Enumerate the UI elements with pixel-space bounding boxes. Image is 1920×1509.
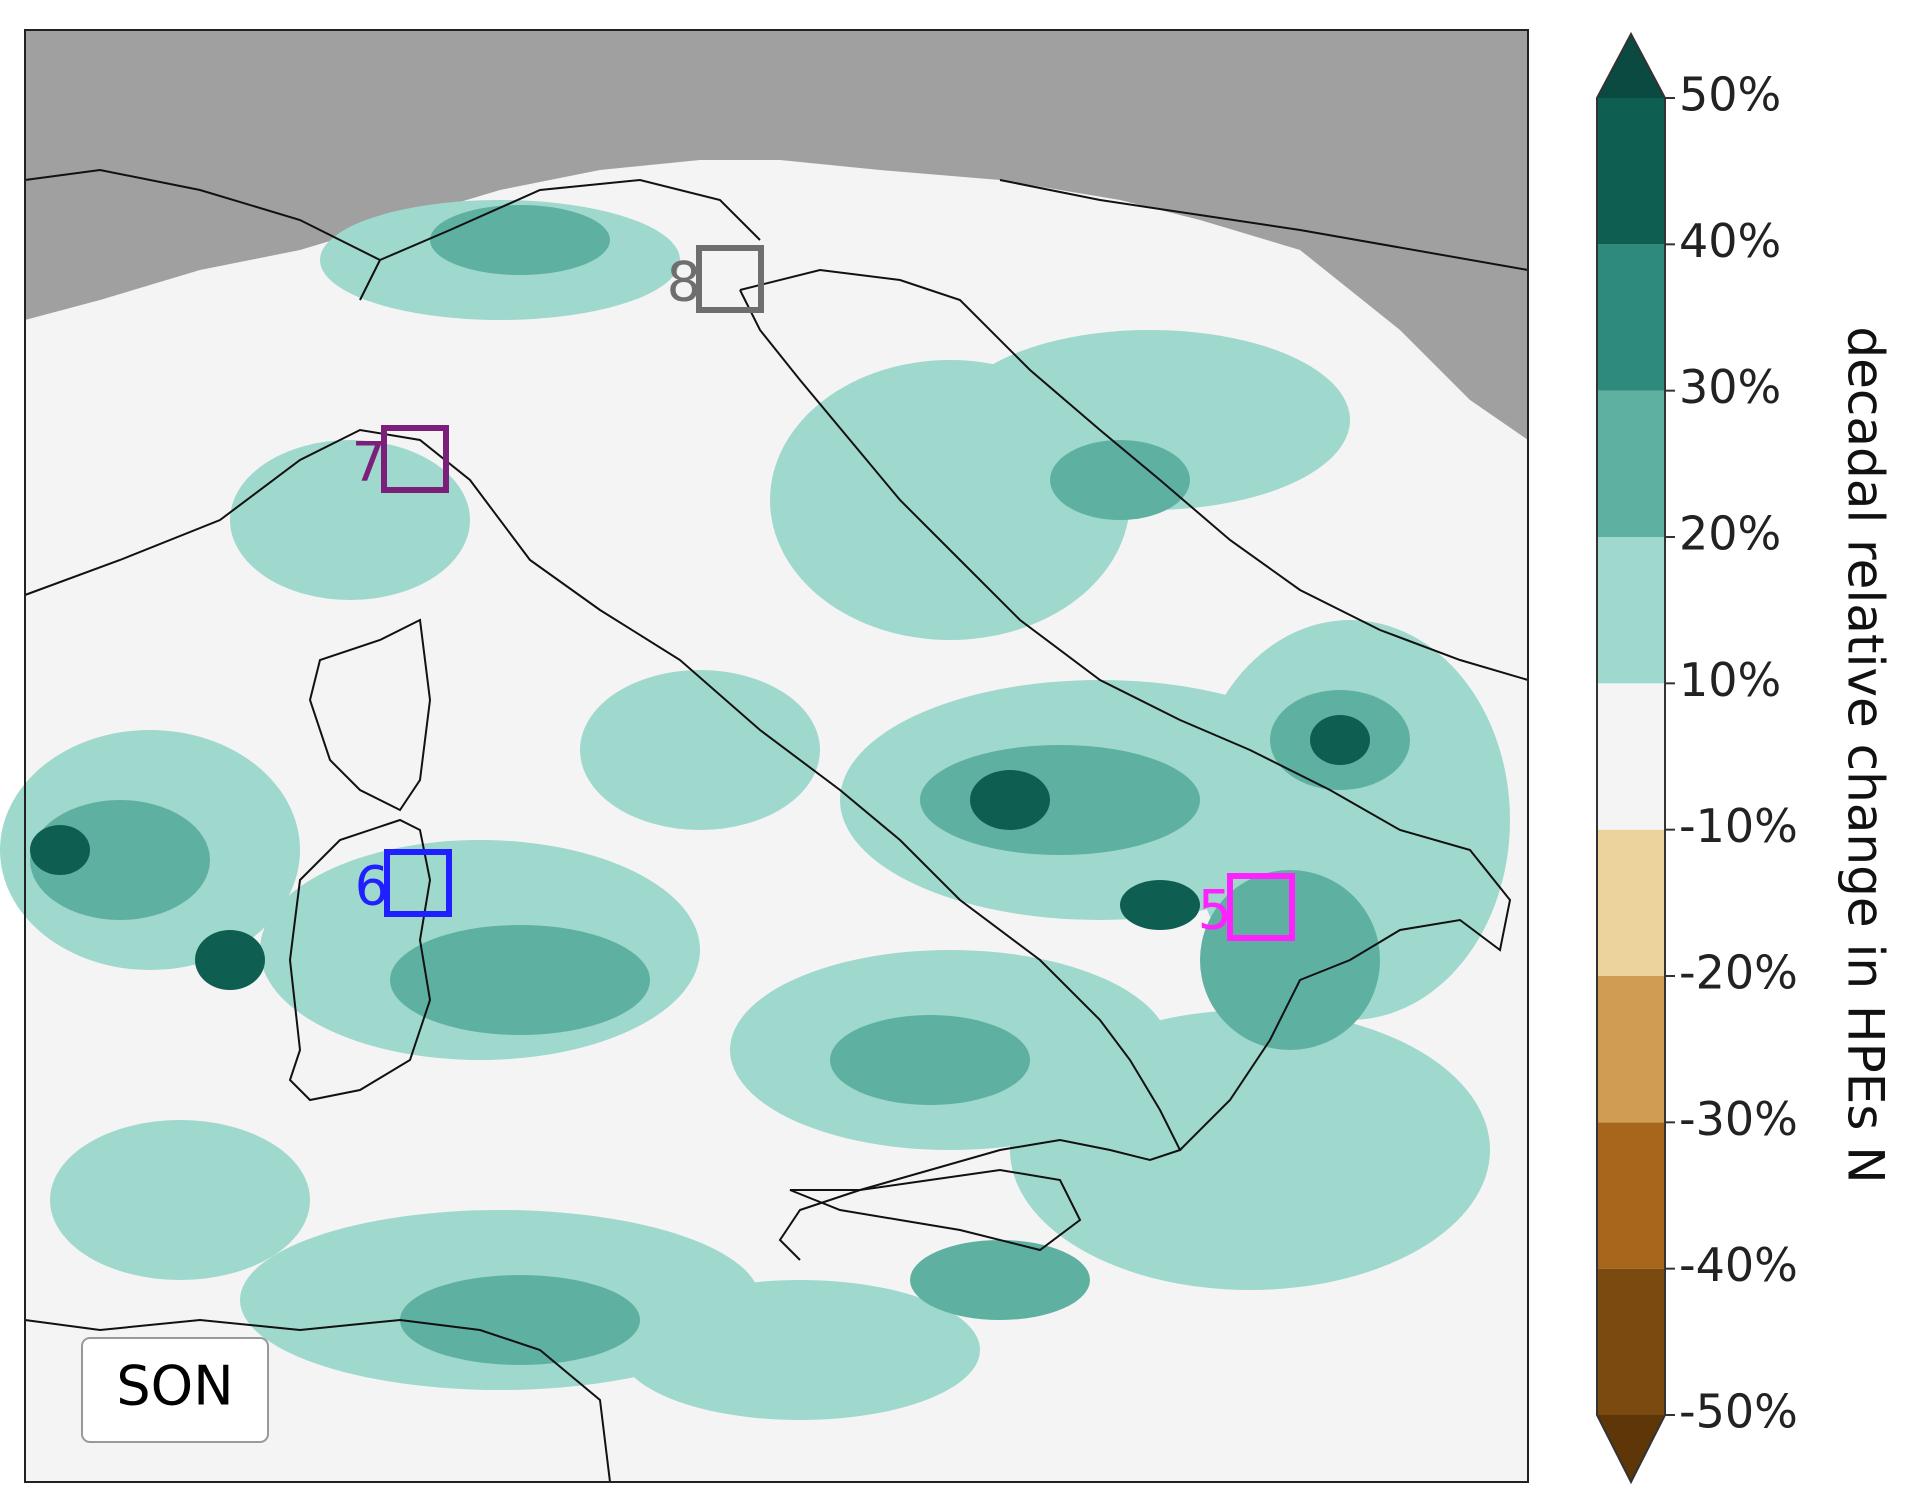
colorbar-tick-label: -20% bbox=[1679, 946, 1798, 1000]
colorbar-bin bbox=[1597, 1268, 1665, 1415]
coastlines bbox=[24, 168, 1529, 1483]
land-mask bbox=[25, 30, 1528, 440]
colorbar-tick-label: 50% bbox=[1679, 68, 1781, 122]
season-label: SON bbox=[116, 1355, 233, 1418]
colorbar-tick-label: -50% bbox=[1679, 1385, 1798, 1439]
season-box bbox=[81, 1337, 269, 1443]
colorbar-bin bbox=[1597, 98, 1665, 245]
colorbar-tick-label: -10% bbox=[1679, 799, 1798, 853]
field-mid bbox=[30, 205, 1410, 1365]
colorbar-tick-label: 30% bbox=[1679, 360, 1781, 414]
region-label: 6 bbox=[355, 855, 389, 918]
regions: 8 7 6 5 bbox=[352, 245, 1295, 942]
colorbar-bin bbox=[1597, 976, 1665, 1123]
region-label: 7 bbox=[352, 431, 386, 494]
map-frame bbox=[24, 29, 1529, 1483]
colorbar-tick-label: 10% bbox=[1679, 653, 1781, 707]
colorbar-extend-over bbox=[1597, 34, 1665, 98]
region-label: 5 bbox=[1198, 879, 1232, 942]
region-box bbox=[381, 425, 449, 493]
colorbar-bin bbox=[1597, 244, 1665, 391]
map: 8 7 6 5 SON bbox=[0, 29, 1529, 1483]
colorbar-tick-label: 40% bbox=[1679, 214, 1781, 268]
region-box bbox=[1227, 873, 1295, 941]
colorbar-bin bbox=[1597, 390, 1665, 537]
colorbar-tick-label: -40% bbox=[1679, 1238, 1798, 1292]
colorbar-bin bbox=[1597, 1122, 1665, 1269]
colorbar-tick-label: 20% bbox=[1679, 507, 1781, 561]
colorbar-label: decadal relative change in HPEs N bbox=[1837, 326, 1895, 1183]
colorbar-tick-label: -30% bbox=[1679, 1092, 1798, 1146]
field-high bbox=[30, 715, 1370, 990]
region-label: 8 bbox=[667, 251, 701, 314]
colorbar-bin bbox=[1597, 829, 1665, 976]
region-box bbox=[384, 849, 452, 917]
colorbar: -50% -40% -30% -20% -10% 10% 20% 30% 40% 50% bbox=[1596, 31, 1798, 1485]
colorbar-extend-under bbox=[1597, 1415, 1665, 1482]
colorbar-bin bbox=[1597, 537, 1665, 684]
region-box bbox=[696, 245, 764, 313]
colorbar-bin bbox=[1597, 683, 1665, 830]
